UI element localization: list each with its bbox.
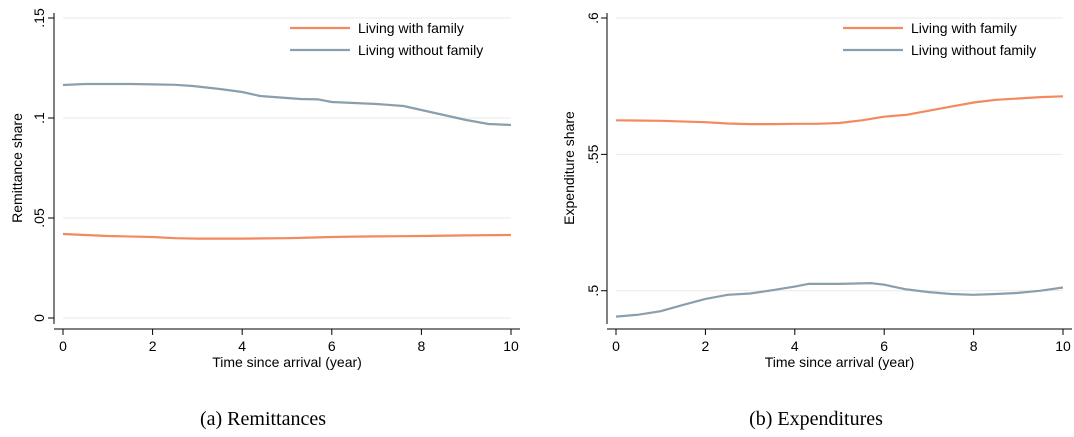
x-tick-label: 2	[149, 338, 157, 354]
y-tick-label: .15	[31, 8, 47, 28]
series-line-without-family	[615, 282, 1064, 318]
x-axis-title: Time since arrival (year)	[212, 354, 362, 370]
x-tick-label: 4	[238, 338, 246, 354]
x-tick-label: 2	[702, 338, 710, 354]
x-tick-label: 0	[59, 338, 67, 354]
x-axis-title: Time since arrival (year)	[765, 354, 915, 370]
y-tick-label: .1	[31, 112, 47, 124]
x-tick-label: 10	[1055, 338, 1071, 354]
x-tick-label: 8	[970, 338, 978, 354]
legend-label: Living without family	[911, 42, 1036, 58]
y-axis-title: Expenditure share	[561, 111, 577, 225]
figure-caption: (a) Remittances	[200, 408, 326, 430]
x-tick-label: 4	[791, 338, 799, 354]
x-tick-label: 10	[503, 338, 519, 354]
x-tick-label: 6	[328, 338, 336, 354]
y-tick-label: 0	[31, 314, 47, 322]
y-tick-label: .05	[31, 208, 47, 228]
chart-panel-expenditures: .5 .55 .6 0 2 4 6 8 10 Time since arrival (year) E…	[561, 12, 1072, 430]
x-tick-label: 0	[612, 338, 620, 354]
x-tick-label: 8	[418, 338, 426, 354]
y-tick-label: .6	[585, 12, 601, 24]
legend-label: Living with family	[911, 20, 1017, 36]
series-line-with-family	[62, 232, 512, 240]
series-line-with-family	[615, 95, 1064, 126]
legend-label: Living with family	[358, 20, 464, 36]
series-line-without-family	[62, 82, 512, 127]
chart-panel-remittances: 0 .05 .1 .15 0 2 4 6 8 10 Time since arrival (year…	[9, 8, 520, 430]
legend-label: Living without family	[358, 42, 483, 58]
y-tick-label: .5	[585, 285, 601, 297]
figure-caption: (b) Expenditures	[749, 408, 883, 430]
y-axis-title: Remittance share	[9, 113, 25, 223]
x-tick-label: 6	[880, 338, 888, 354]
y-tick-label: .55	[585, 144, 601, 164]
